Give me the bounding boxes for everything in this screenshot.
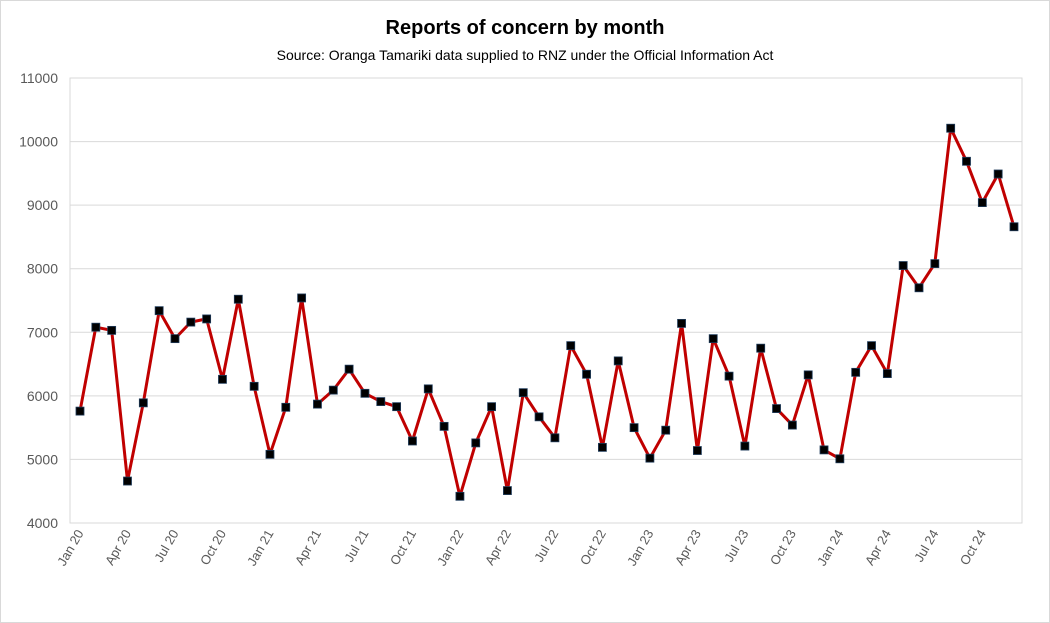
data-point: [613, 356, 623, 366]
x-tick-label: Jan 22: [434, 527, 467, 568]
x-tick-label: Apr 21: [292, 527, 324, 568]
data-point: [439, 421, 449, 431]
data-point: [423, 384, 433, 394]
data-point: [313, 399, 322, 409]
x-tick-label: Jul 21: [341, 527, 371, 565]
x-tick-label: Apr 24: [862, 527, 894, 568]
data-point: [550, 433, 560, 443]
data-point: [692, 446, 702, 455]
x-tick-label: Apr 20: [102, 527, 134, 568]
data-point: [249, 381, 259, 391]
data-point: [930, 259, 940, 269]
data-point: [503, 486, 512, 495]
x-tick-label: Oct 22: [577, 527, 609, 568]
data-point: [534, 412, 544, 422]
data-point: [645, 453, 655, 463]
data-point: [376, 397, 386, 406]
data-point: [154, 306, 164, 316]
chart-title: Reports of concern by month: [385, 17, 665, 39]
data-point: [455, 491, 465, 501]
y-tick-label: 9000: [27, 197, 58, 213]
x-tick-label: Jul 24: [911, 527, 941, 565]
x-tick-label: Oct 24: [957, 527, 989, 568]
data-point: [170, 334, 180, 344]
data-point: [977, 198, 987, 208]
x-tick-label: Jan 23: [624, 527, 657, 568]
data-point: [123, 476, 132, 486]
x-tick-label: Apr 23: [672, 527, 704, 568]
x-tick-label: Oct 20: [197, 527, 229, 568]
data-point: [328, 385, 338, 395]
data-point: [787, 420, 797, 430]
data-point: [392, 402, 402, 412]
data-point: [297, 293, 307, 303]
x-tick-label: Jan 20: [54, 527, 87, 568]
x-tick-label: Oct 23: [767, 527, 799, 568]
data-point: [218, 374, 227, 384]
data-point: [75, 406, 85, 416]
data-point: [107, 325, 117, 335]
chart-subtitle: Source: Oranga Tamariki data supplied to…: [276, 47, 774, 63]
data-point: [566, 341, 576, 351]
data-point: [91, 322, 101, 332]
y-tick-label: 8000: [27, 261, 58, 277]
data-point: [677, 318, 686, 328]
data-point: [993, 169, 1003, 179]
x-tick-label: Apr 22: [482, 527, 514, 568]
plot-area: [69, 77, 1023, 524]
y-tick-label: 5000: [27, 451, 58, 467]
data-point: [898, 261, 908, 270]
data-point: [882, 369, 892, 379]
data-point: [344, 364, 354, 374]
data-point: [518, 388, 528, 398]
data-point: [756, 343, 766, 353]
x-tick-label: Jan 21: [244, 527, 277, 568]
y-tick-label: 11000: [20, 70, 58, 86]
data-point: [582, 369, 591, 379]
y-tick-label: 6000: [27, 388, 58, 404]
data-point: [772, 404, 781, 413]
data-point: [661, 425, 671, 435]
data-point: [233, 294, 243, 304]
data-point: [281, 402, 291, 412]
data-point: [962, 156, 971, 166]
data-point: [946, 123, 956, 133]
data-point: [408, 436, 417, 446]
y-tick-label: 10000: [19, 134, 58, 150]
data-point: [724, 371, 734, 381]
data-point: [265, 449, 275, 459]
data-point: [851, 367, 861, 377]
y-tick-label: 4000: [27, 515, 58, 531]
x-tick-label: Jul 20: [151, 527, 181, 565]
x-tick-label: Jul 23: [721, 527, 751, 565]
data-point: [708, 334, 718, 344]
data-point: [629, 423, 639, 433]
data-point: [867, 341, 876, 351]
data-point: [803, 370, 813, 380]
data-point: [1009, 222, 1019, 232]
data-point: [819, 445, 829, 455]
x-tick-label: Oct 21: [387, 527, 419, 568]
data-point: [360, 388, 370, 398]
x-tick-label: Jul 22: [531, 527, 561, 565]
data-point: [186, 317, 196, 327]
data-point: [914, 283, 924, 293]
data-point: [740, 441, 750, 451]
x-tick-label: Jan 24: [814, 527, 847, 568]
series-line: [78, 126, 1016, 498]
data-point: [202, 314, 212, 324]
y-tick-label: 7000: [27, 324, 58, 340]
data-point: [471, 438, 481, 448]
data-point: [138, 398, 148, 408]
data-point: [835, 454, 845, 464]
data-point: [598, 442, 607, 452]
data-point: [487, 402, 496, 412]
